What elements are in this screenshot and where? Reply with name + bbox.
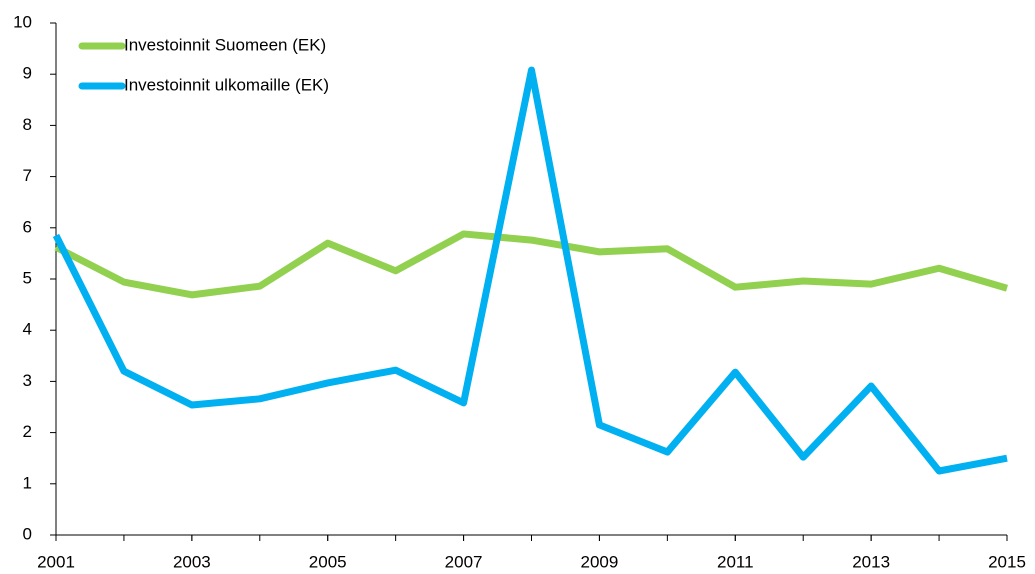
y-tick-label: 4 bbox=[23, 320, 32, 339]
y-tick-label: 0 bbox=[23, 524, 32, 543]
y-tick-label: 1 bbox=[23, 473, 32, 492]
y-tick-label: 5 bbox=[23, 268, 32, 287]
legend-label: Investoinnit ulkomaille (EK) bbox=[124, 75, 329, 94]
x-tick-label: 2009 bbox=[581, 552, 619, 571]
x-tick-label: 2005 bbox=[309, 552, 347, 571]
x-tick-label: 2007 bbox=[445, 552, 483, 571]
legend-label: Investoinnit Suomeen (EK) bbox=[124, 35, 326, 54]
y-tick-label: 6 bbox=[23, 217, 32, 236]
x-tick-label: 2011 bbox=[717, 552, 754, 571]
x-tick-label: 2015 bbox=[988, 552, 1026, 571]
y-tick-label: 10 bbox=[13, 12, 32, 31]
data-line bbox=[52, 66, 1008, 475]
x-tick-label: 2013 bbox=[852, 552, 890, 571]
y-tick-label: 9 bbox=[23, 64, 32, 83]
y-tick-label: 8 bbox=[23, 115, 32, 134]
y-tick-label: 3 bbox=[23, 371, 32, 390]
data-line bbox=[54, 230, 1008, 299]
y-tick-label: 2 bbox=[23, 422, 32, 441]
y-tick-label: 7 bbox=[23, 166, 32, 185]
x-tick-label: 2003 bbox=[173, 552, 211, 571]
x-tick-label: 2001 bbox=[37, 552, 75, 571]
